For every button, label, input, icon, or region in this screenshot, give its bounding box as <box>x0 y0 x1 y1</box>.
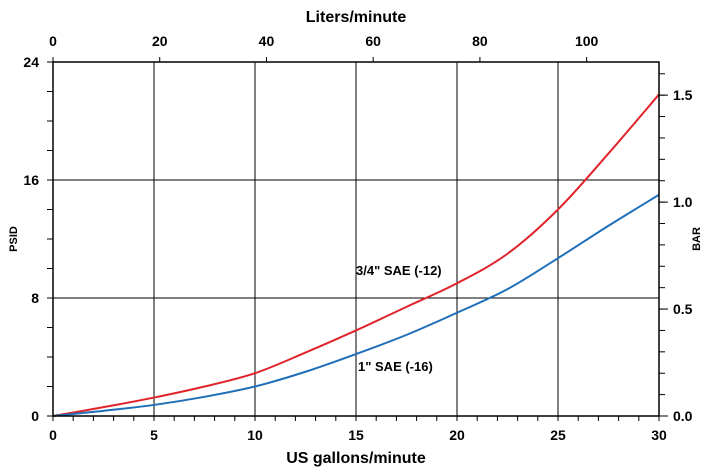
top-tick-label: 80 <box>472 33 488 49</box>
x-tick-label: 10 <box>247 427 263 443</box>
y2-tick-label: 1.5 <box>673 87 693 103</box>
y-tick-label: 24 <box>23 54 39 70</box>
x-tick-label: 5 <box>150 427 158 443</box>
series-lines <box>52 93 660 417</box>
x-tick-label: 20 <box>449 427 465 443</box>
series-line-1 <box>52 193 660 417</box>
y-axis-title: PSID <box>8 226 20 252</box>
top-tick-label: 40 <box>259 33 275 49</box>
plot-frame <box>52 61 660 417</box>
x-tick-label: 25 <box>550 427 566 443</box>
right-axis-title: BAR <box>691 227 702 251</box>
x-tick-label: 15 <box>348 427 364 443</box>
top-axis-title: Liters/minute <box>306 9 407 26</box>
series-label-1-sae: 1" SAE (-16) <box>358 359 433 374</box>
y2-tick-label: 1.0 <box>673 194 693 210</box>
top-tick-label: 0 <box>49 33 57 49</box>
x-axis-title: US gallons/minute <box>286 450 426 467</box>
series-line-0 <box>52 93 660 417</box>
top-tick-label: 60 <box>365 33 381 49</box>
minor-ticks <box>47 57 668 421</box>
x-tick-label: 0 <box>49 427 57 443</box>
y2-tick-label: 0.0 <box>673 408 693 424</box>
grid-lines <box>52 61 660 417</box>
top-tick-label: 100 <box>575 33 599 49</box>
y-tick-label: 0 <box>31 408 39 424</box>
y-tick-label: 8 <box>31 290 39 306</box>
tick-labels: 0 5 10 15 20 25 30 0 20 40 60 80 100 0 8 16 24 0.0 0.5 1.0 1… <box>23 33 692 443</box>
y2-tick-label: 0.5 <box>673 301 693 317</box>
top-tick-label: 20 <box>152 33 168 49</box>
series-label-3-4-sae: 3/4" SAE (-12) <box>356 263 442 278</box>
y-tick-label: 16 <box>23 172 39 188</box>
x-tick-label: 30 <box>651 427 667 443</box>
